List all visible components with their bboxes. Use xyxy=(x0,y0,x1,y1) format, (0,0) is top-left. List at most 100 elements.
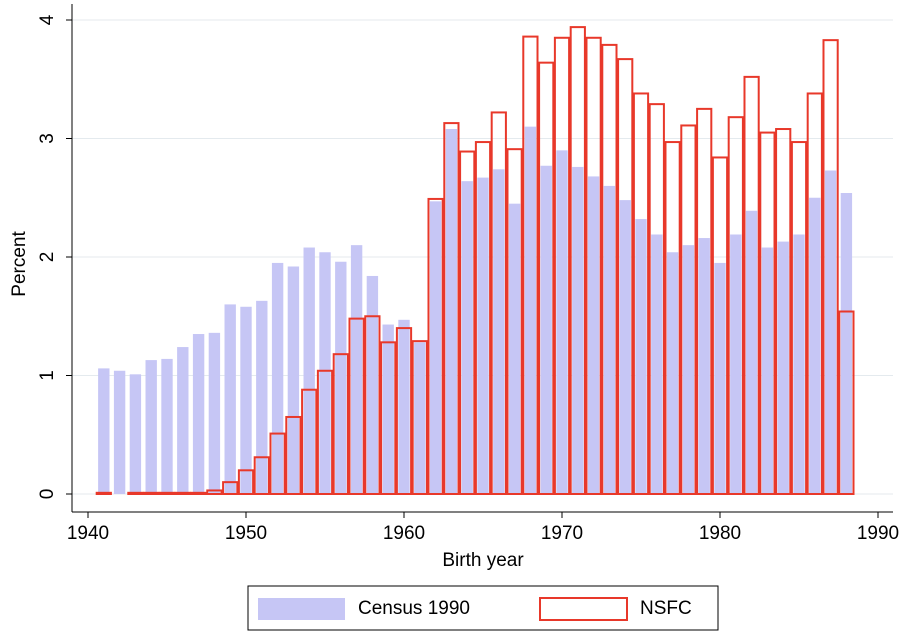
bar xyxy=(508,203,521,495)
bar xyxy=(461,181,473,494)
bar xyxy=(540,165,552,494)
bar xyxy=(682,245,695,494)
bar xyxy=(696,107,713,495)
bar xyxy=(601,43,618,495)
y-tick-label: 0 xyxy=(37,489,58,500)
bar xyxy=(474,141,492,495)
bar xyxy=(98,368,110,494)
bar xyxy=(572,166,584,494)
bar xyxy=(714,262,726,494)
x-tick-label: 1940 xyxy=(67,523,109,544)
bar xyxy=(840,193,853,494)
bar xyxy=(443,122,460,495)
bar xyxy=(398,319,410,494)
bar xyxy=(745,210,758,494)
bar xyxy=(538,61,555,495)
bar xyxy=(790,141,808,495)
bar xyxy=(666,252,679,494)
bar xyxy=(316,369,334,496)
bar xyxy=(730,234,742,495)
bar xyxy=(429,201,442,494)
bar xyxy=(303,247,315,494)
bar xyxy=(587,176,600,495)
bar xyxy=(427,197,444,495)
bar xyxy=(524,126,537,495)
bar xyxy=(382,324,394,494)
bar xyxy=(287,266,300,494)
bar xyxy=(522,35,539,496)
bar xyxy=(477,177,489,495)
bar xyxy=(240,306,252,494)
bar xyxy=(569,26,586,496)
bar xyxy=(414,342,426,494)
bar xyxy=(556,150,568,494)
y-tick-label: 1 xyxy=(37,370,58,381)
y-axis-label: Percent xyxy=(9,231,30,297)
bar xyxy=(553,36,571,496)
bar xyxy=(366,275,379,494)
bar xyxy=(271,262,284,494)
bar xyxy=(777,241,789,494)
bar xyxy=(174,491,191,496)
bar xyxy=(269,432,286,496)
bar xyxy=(256,300,268,494)
bar xyxy=(824,170,837,494)
bar xyxy=(506,148,523,495)
bar xyxy=(335,261,347,494)
bar xyxy=(253,456,270,496)
bar xyxy=(793,234,805,495)
bar xyxy=(95,491,112,496)
x-tick-label: 1960 xyxy=(383,523,425,544)
bar xyxy=(348,317,365,495)
bar xyxy=(350,245,363,494)
legend-label: Census 1990 xyxy=(358,598,470,619)
bar xyxy=(619,200,631,494)
bar xyxy=(206,489,223,496)
bar xyxy=(838,310,855,496)
legend-swatch xyxy=(539,597,628,621)
bar xyxy=(585,36,602,496)
bar xyxy=(301,388,318,495)
x-tick-label: 1970 xyxy=(541,523,583,544)
bar xyxy=(285,415,302,496)
bar xyxy=(129,374,142,494)
bar xyxy=(711,156,729,496)
bar xyxy=(192,334,205,494)
legend-box xyxy=(247,585,719,631)
bar xyxy=(490,111,507,496)
bar xyxy=(651,234,663,495)
bar xyxy=(761,247,774,494)
bar xyxy=(632,92,650,495)
bar xyxy=(459,150,476,495)
bar xyxy=(143,491,160,496)
bar xyxy=(822,39,839,496)
bar xyxy=(395,327,413,495)
bar xyxy=(145,360,157,494)
bar xyxy=(445,129,458,494)
bar xyxy=(208,332,221,494)
y-tick-label: 2 xyxy=(37,252,58,263)
bar xyxy=(648,103,665,495)
bar xyxy=(617,58,634,495)
bar xyxy=(727,116,744,495)
bar xyxy=(664,141,681,495)
bar xyxy=(759,131,776,495)
bar xyxy=(603,185,616,494)
bar xyxy=(161,358,173,494)
bar xyxy=(806,92,823,495)
legend-swatch xyxy=(258,598,345,620)
bar xyxy=(680,124,697,495)
bar xyxy=(237,469,255,495)
x-tick-label: 1950 xyxy=(225,523,267,544)
bar xyxy=(775,128,792,496)
bar xyxy=(364,315,381,495)
bar xyxy=(190,491,207,496)
x-axis-label: Birth year xyxy=(442,550,524,571)
bar xyxy=(113,370,126,494)
x-tick-label: 1980 xyxy=(699,523,741,544)
bar xyxy=(222,481,239,495)
bar xyxy=(319,252,331,494)
bar xyxy=(224,304,236,494)
bar xyxy=(411,340,428,496)
